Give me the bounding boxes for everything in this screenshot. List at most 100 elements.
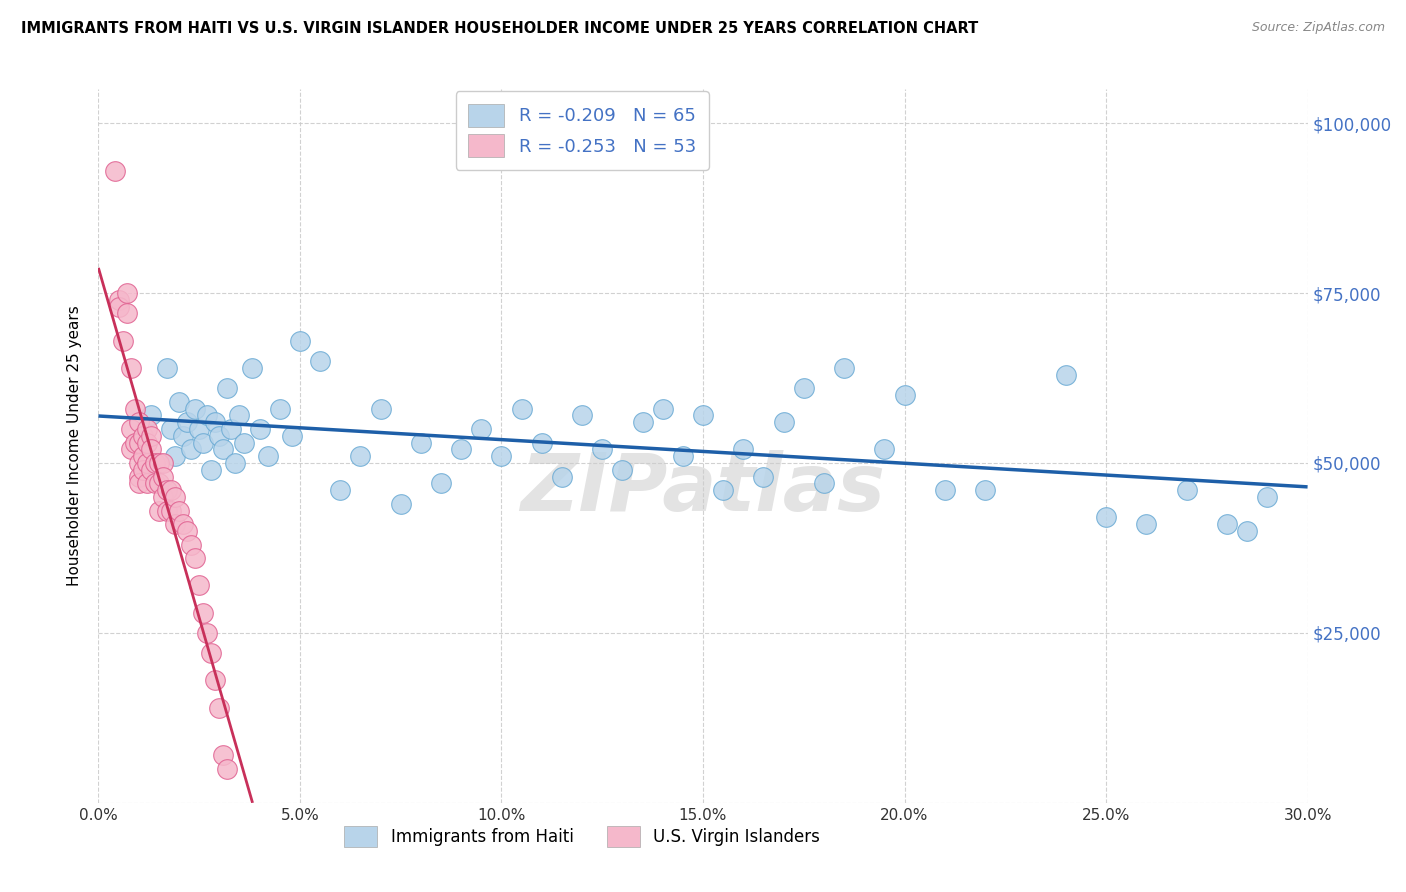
Point (135, 476, 157, 491)
Point (631, 415, 654, 429)
Point (832, 360, 855, 375)
Point (180, 442, 202, 457)
Point (813, 476, 835, 491)
Point (176, 415, 198, 429)
Point (193, 435, 215, 450)
Point (188, 578, 211, 592)
Point (409, 435, 432, 450)
Point (128, 469, 150, 483)
Point (974, 483, 997, 498)
Point (240, 360, 263, 375)
Point (163, 517, 186, 532)
Point (139, 463, 162, 477)
Point (135, 435, 157, 450)
Point (288, 334, 311, 348)
Point (217, 762, 239, 776)
Point (221, 422, 243, 436)
Point (212, 748, 235, 763)
Point (1256, 490, 1278, 504)
Point (256, 449, 278, 463)
Point (551, 469, 574, 483)
Text: Source: ZipAtlas.com: Source: ZipAtlas.com (1251, 21, 1385, 34)
Point (1236, 524, 1258, 538)
Point (128, 476, 150, 491)
Point (172, 517, 194, 532)
Point (152, 469, 174, 483)
Point (612, 463, 634, 477)
Point (160, 422, 183, 436)
Point (184, 401, 207, 416)
Text: ZIPatlas: ZIPatlas (520, 450, 886, 528)
Text: IMMIGRANTS FROM HAITI VS U.S. VIRGIN ISLANDER HOUSEHOLDER INCOME UNDER 25 YEARS : IMMIGRANTS FROM HAITI VS U.S. VIRGIN ISL… (21, 21, 979, 36)
Point (430, 476, 453, 491)
Point (128, 435, 150, 450)
Y-axis label: Householder Income Under 25 years: Householder Income Under 25 years (67, 306, 83, 586)
Point (107, 300, 129, 314)
Point (228, 409, 250, 423)
Point (160, 503, 183, 517)
Point (1216, 517, 1239, 532)
Point (195, 409, 218, 423)
Point (733, 442, 755, 457)
Point (128, 415, 150, 429)
Point (180, 537, 202, 551)
Point (124, 435, 146, 450)
Point (349, 449, 371, 463)
Point (893, 388, 915, 402)
Point (193, 606, 215, 620)
Point (200, 463, 222, 477)
Point (184, 551, 207, 566)
Point (188, 422, 211, 436)
Point (148, 503, 170, 517)
Point (672, 449, 695, 463)
Point (212, 442, 235, 457)
Point (571, 409, 593, 423)
Point (370, 401, 392, 416)
Point (148, 456, 170, 470)
Point (204, 673, 226, 688)
Point (934, 483, 956, 498)
Point (163, 490, 186, 504)
Point (204, 415, 226, 429)
Point (309, 354, 332, 368)
Point (124, 401, 146, 416)
Point (530, 435, 553, 450)
Point (103, 163, 125, 178)
Point (132, 429, 155, 443)
Point (873, 442, 896, 457)
Point (208, 429, 231, 443)
Point (510, 401, 533, 416)
Point (772, 415, 794, 429)
Point (752, 469, 775, 483)
Point (143, 476, 166, 491)
Point (163, 449, 186, 463)
Point (120, 442, 142, 457)
Point (132, 463, 155, 477)
Point (107, 293, 129, 307)
Point (143, 456, 166, 470)
Point (793, 381, 815, 395)
Point (711, 483, 734, 498)
Point (120, 422, 142, 436)
Point (156, 360, 179, 375)
Point (491, 449, 513, 463)
Point (1054, 368, 1077, 382)
Point (200, 646, 222, 660)
Point (329, 483, 352, 498)
Point (591, 442, 613, 457)
Point (208, 700, 231, 714)
Point (128, 456, 150, 470)
Point (195, 626, 218, 640)
Point (135, 456, 157, 470)
Legend: Immigrants from Haiti, U.S. Virgin Islanders: Immigrants from Haiti, U.S. Virgin Islan… (332, 814, 832, 859)
Point (167, 394, 190, 409)
Point (249, 422, 271, 436)
Point (281, 429, 304, 443)
Point (156, 483, 179, 498)
Point (156, 503, 179, 517)
Point (115, 286, 138, 301)
Point (152, 456, 174, 470)
Point (269, 401, 291, 416)
Point (120, 360, 142, 375)
Point (172, 429, 194, 443)
